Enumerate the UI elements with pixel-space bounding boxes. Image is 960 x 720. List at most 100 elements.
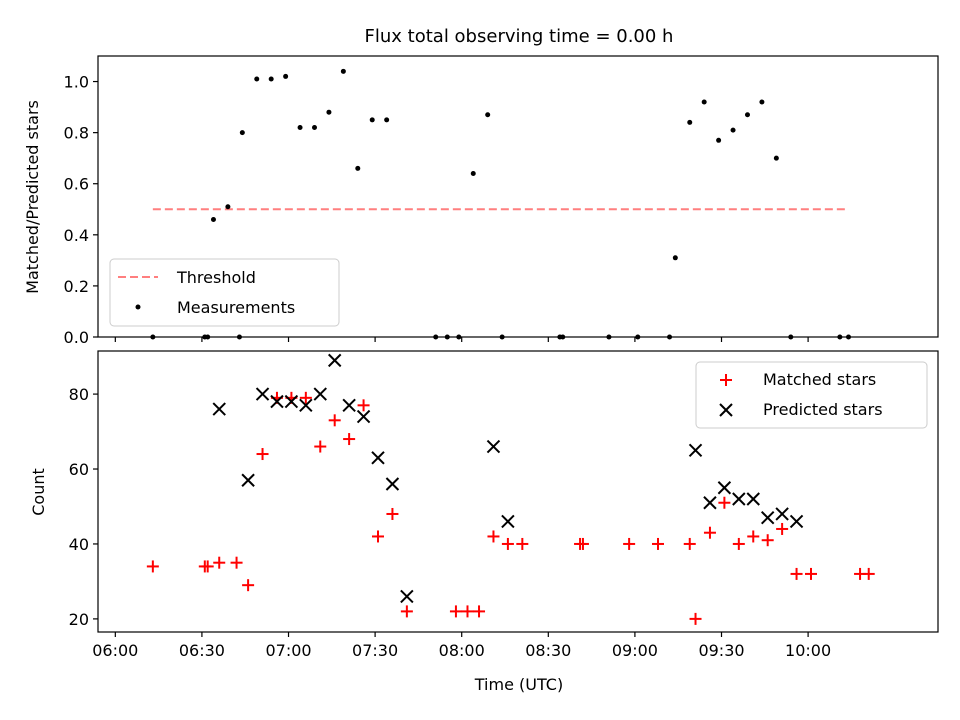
ratio-panel: 0.0 0.2 0.4 0.6 0.8 1.0 Matched/Predicted sta… <box>23 55 939 347</box>
measurement-point <box>254 76 260 82</box>
matched-star-point <box>732 537 745 550</box>
measurement-point <box>340 68 346 74</box>
count-x-tick-label: 10:00 <box>785 641 831 660</box>
predicted-star-point <box>212 402 226 416</box>
predicted-star-point <box>356 409 371 424</box>
measurement-point <box>759 99 765 105</box>
matched-star-point <box>652 537 664 550</box>
count-x-axis: 06:00 06:30 07:00 07:30 08:00 08:30 09:00 09:30… <box>92 632 831 660</box>
measurement-point <box>672 255 678 261</box>
matched-star-point <box>201 560 214 573</box>
measurement-point <box>355 165 361 171</box>
measurement-point <box>470 171 476 177</box>
count-x-tick-label: 08:00 <box>439 641 485 660</box>
measurement-point <box>326 109 332 115</box>
matched-star-point <box>343 433 356 446</box>
ratio-y-tick-label: 0.0 <box>64 328 89 347</box>
matched-star-point <box>761 534 774 547</box>
count-x-tick-label: 08:30 <box>525 641 571 660</box>
measurement-point <box>225 204 231 210</box>
matched-star-point <box>623 537 636 550</box>
count-panel-frame <box>97 350 939 633</box>
predicted-star-point <box>486 439 501 454</box>
ratio-y-tick-label: 0.4 <box>64 226 89 245</box>
predicted-star-point <box>299 398 313 413</box>
predicted-star-point <box>371 451 385 465</box>
count-x-tick-label: 06:00 <box>92 641 138 660</box>
matched-star-point <box>299 391 312 404</box>
measurement-point <box>268 76 274 82</box>
ratio-y-tick-label: 0.2 <box>64 277 89 296</box>
predicted-star-point <box>703 496 717 510</box>
matched-star-point <box>372 530 384 543</box>
ratio-y-tick-label: 0.8 <box>64 124 89 143</box>
predicted-star-point <box>313 387 327 401</box>
legend-matched-swatch <box>720 374 732 386</box>
predicted-star-point <box>241 473 255 487</box>
matched-star-point <box>487 530 500 543</box>
matched-star-point <box>718 496 731 509</box>
matched-star-point <box>357 399 370 412</box>
matched-star-point <box>501 537 514 550</box>
count-x-tick-label: 07:30 <box>352 641 398 660</box>
measurement-point <box>687 119 693 125</box>
measurement-point <box>716 137 722 143</box>
legend-predicted-label: Predicted stars <box>763 400 883 419</box>
ratio-y-tick-label: 1.0 <box>64 73 89 92</box>
measurement-point <box>239 130 245 136</box>
matched-star-point <box>146 560 159 573</box>
matched-star-point <box>400 605 413 618</box>
ratio-y-label: Matched/Predicted stars <box>23 100 42 294</box>
predicted-star-point <box>385 477 400 491</box>
matched-star-point <box>703 526 716 539</box>
measurement-points <box>150 68 852 340</box>
matched-star-point <box>449 605 462 618</box>
count-y-tick-label: 20 <box>69 610 89 629</box>
predicted-star-point <box>327 353 342 368</box>
measurement-point <box>773 155 779 161</box>
count-x-tick-label: 06:30 <box>179 641 225 660</box>
count-y-tick-label: 60 <box>69 460 89 479</box>
matched-star-point <box>386 507 399 520</box>
count-x-tick-label: 09:00 <box>612 641 658 660</box>
count-y-label: Count <box>29 468 48 516</box>
matched-star-point <box>314 440 327 453</box>
count-y-axis: 20 40 60 80 <box>69 385 98 629</box>
measurement-point <box>701 99 707 105</box>
matched-star-point <box>776 522 789 535</box>
legend-matched-label: Matched stars <box>763 370 876 389</box>
legend-predicted-swatch <box>719 403 733 417</box>
predicted-star-point <box>732 492 746 506</box>
matched-star-point <box>242 579 255 592</box>
count-y-tick-label: 80 <box>69 385 89 404</box>
measurement-point <box>369 117 375 123</box>
ratio-panel-frame <box>97 55 939 338</box>
matched-star-point <box>790 567 803 580</box>
count-x-label: Time (UTC) <box>474 675 563 694</box>
predicted-star-point <box>789 514 804 529</box>
predicted-star-point <box>400 589 414 604</box>
ratio-y-tick-label: 0.6 <box>64 175 89 194</box>
legend-threshold-label: Threshold <box>176 268 256 287</box>
predicted-star-point <box>746 492 760 506</box>
matched-star-point <box>230 556 243 569</box>
measurement-point <box>283 73 289 79</box>
predicted-stars-points <box>212 353 804 604</box>
measurement-point <box>485 112 491 118</box>
predicted-star-point <box>760 511 775 525</box>
predicted-star-point <box>688 443 703 457</box>
measurement-point <box>744 112 750 118</box>
matched-star-point <box>461 605 474 618</box>
measurement-point <box>210 216 216 222</box>
predicted-star-point <box>284 394 299 409</box>
predicted-star-point <box>717 481 732 495</box>
ratio-y-axis: 0.0 0.2 0.4 0.6 0.8 1.0 <box>64 73 98 347</box>
matched-star-point <box>804 567 817 580</box>
legend-measurements-label: Measurements <box>177 298 295 317</box>
predicted-star-point <box>501 514 515 529</box>
matched-star-point <box>576 537 589 550</box>
measurement-point <box>384 117 390 123</box>
predicted-star-point <box>255 387 270 401</box>
ratio-x-axis-ticks <box>114 337 809 342</box>
matched-stars-points <box>146 391 875 625</box>
